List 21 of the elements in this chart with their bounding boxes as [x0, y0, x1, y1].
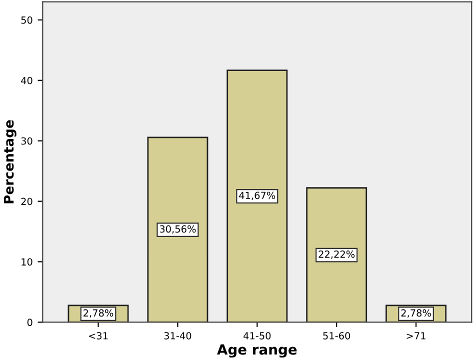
bar	[306, 187, 368, 322]
x-axis-title: Age range	[217, 344, 297, 358]
y-tick-label: 50	[21, 16, 32, 24]
bar	[147, 136, 208, 322]
y-axis-title: Percentage	[4, 120, 16, 204]
x-tick-label: >71	[406, 332, 426, 340]
data-label: 41,67%	[239, 192, 276, 200]
y-tick-label: 0	[27, 318, 32, 326]
x-tick-label: 41-50	[243, 332, 271, 340]
y-tick-label: 30	[21, 137, 32, 145]
y-tick-label: 20	[21, 198, 32, 206]
x-tick-label: 51-60	[323, 332, 350, 340]
x-tick-label: 31-40	[164, 332, 192, 340]
y-tick-label: 40	[21, 76, 32, 84]
bar	[226, 70, 288, 322]
data-label: 30,56%	[160, 225, 196, 234]
y-tick-label: 10	[22, 258, 32, 266]
x-tick-label: <31	[89, 332, 108, 340]
data-label: 22,22%	[318, 250, 355, 259]
data-label: 2,78%	[401, 309, 431, 318]
data-label: 2,78%	[84, 309, 114, 318]
